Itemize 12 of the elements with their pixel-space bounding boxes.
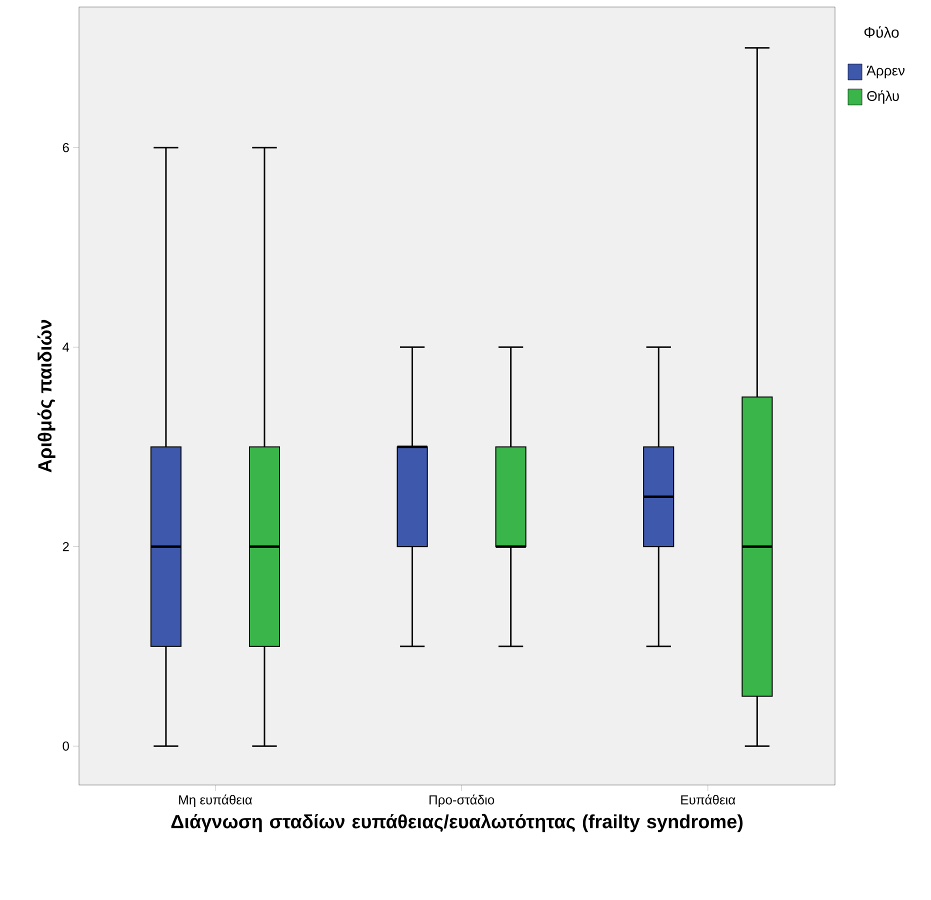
y-tick-label: 2 <box>62 542 69 552</box>
y-tick-label: 6 <box>62 143 69 152</box>
legend-label: Θήλυ <box>867 90 899 104</box>
y-axis-title: Αριθμός παιδιών <box>37 320 56 472</box>
legend-title: Φύλο <box>864 26 899 38</box>
x-tick-label: Μη ευπάθεια <box>179 794 252 808</box>
x-tick-label: Ευπάθεια <box>681 794 736 804</box>
x-tick-label: Προ-στάδιο <box>430 794 494 808</box>
legend-label: Άρρεν <box>866 66 905 78</box>
y-tick-label: 4 <box>62 342 70 352</box>
y-tick-label: 0 <box>62 741 69 751</box>
x-axis-title: Διάγνωση σταδίων ευπάθειας/ευαλωτότητας (frailty syndrome) <box>171 814 743 832</box>
